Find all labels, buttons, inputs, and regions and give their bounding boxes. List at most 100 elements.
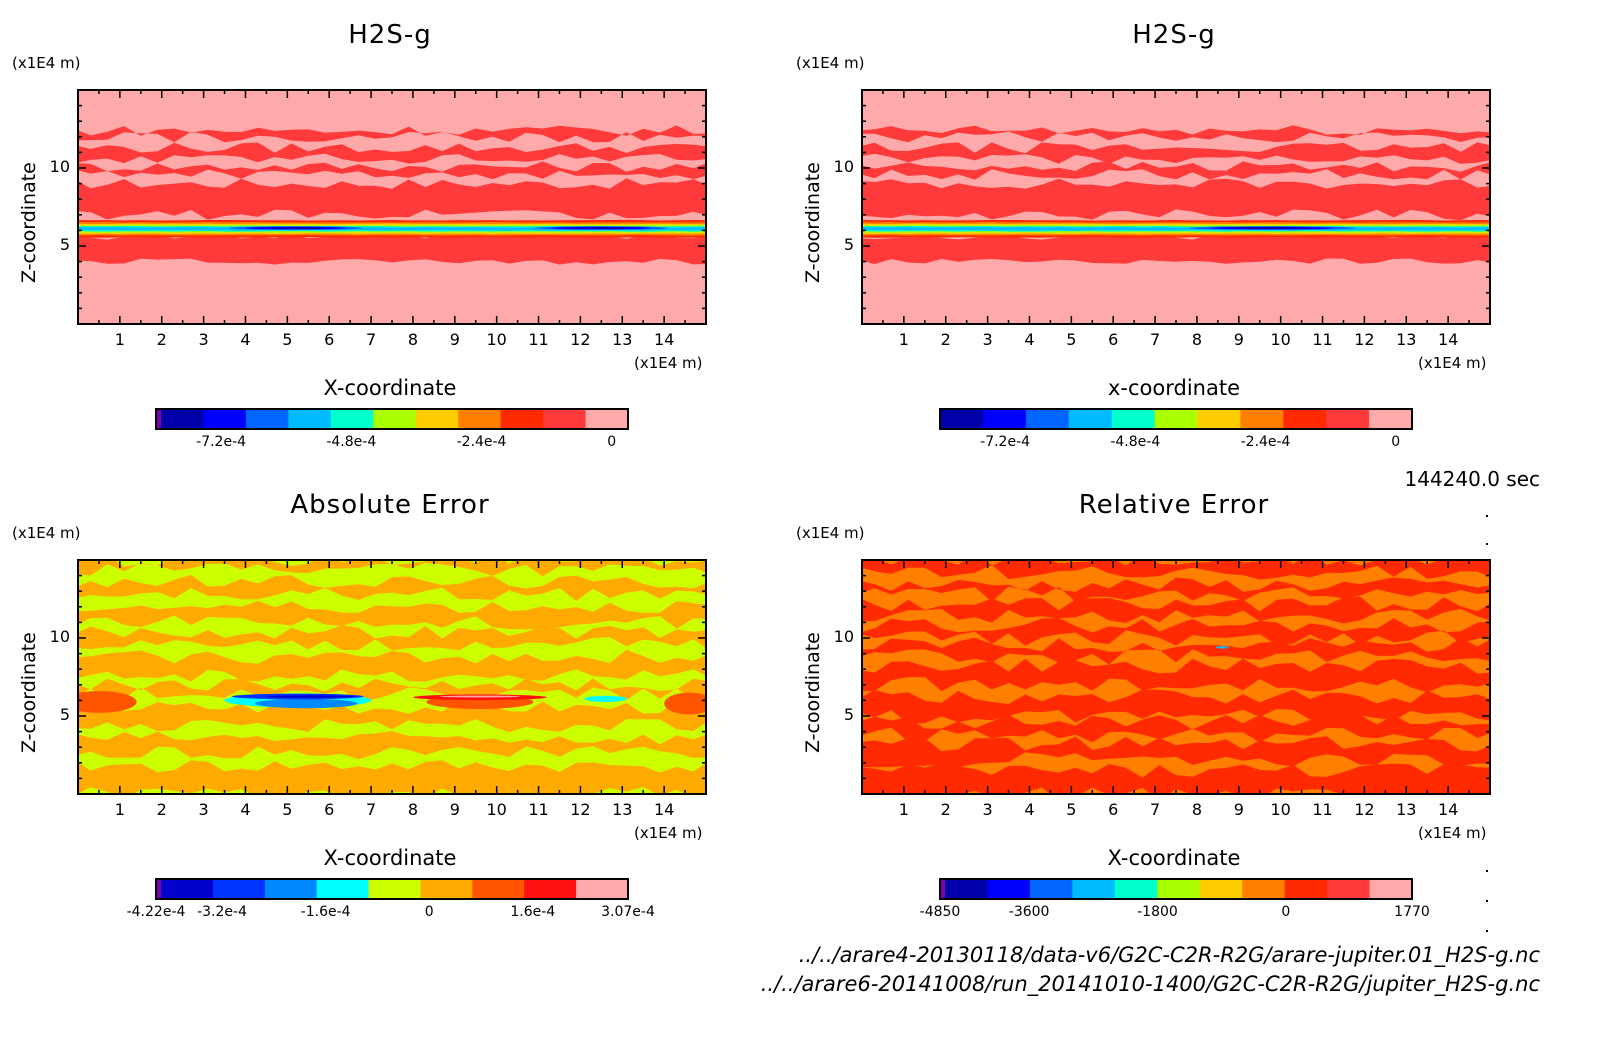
x-tick-label: 8 xyxy=(407,330,419,349)
x-tick-label: 3 xyxy=(198,330,209,349)
contour-band xyxy=(78,760,706,794)
colorbar-tick-label: -7.2e-4 xyxy=(196,434,247,450)
x-tick-label: 4 xyxy=(240,800,251,819)
x-tick-label: 4 xyxy=(1024,800,1035,819)
x-tick-label: 4 xyxy=(240,330,251,349)
y-unit-label: (x1E4 m) xyxy=(12,524,81,542)
x-tick-label: 7 xyxy=(1149,800,1161,819)
chart-title: Absolute Error xyxy=(290,490,490,520)
colorbar-tick-label: 0 xyxy=(1281,904,1291,920)
contour-band xyxy=(862,637,1490,665)
x-tick-label: 11 xyxy=(528,330,549,349)
colorbar-tick-label: -4.8e-4 xyxy=(326,434,377,450)
x-tick-label: 11 xyxy=(1312,330,1333,349)
contour-band xyxy=(862,658,1490,693)
x-axis-label: X-coordinate xyxy=(323,846,457,870)
contour-band xyxy=(862,618,1490,646)
contour-band xyxy=(78,700,706,733)
chart-title: H2S-g xyxy=(348,20,432,50)
contour-band xyxy=(862,227,1490,231)
x-tick-label: 7 xyxy=(365,800,377,819)
contour-band xyxy=(78,649,706,682)
marker-dot xyxy=(1486,900,1488,902)
x-tick-label: 2 xyxy=(156,330,167,349)
contour-band xyxy=(78,600,706,630)
panel-bottom-right: Relative Error (x1E4 m) (x1E4 m) Z-coordina… xyxy=(784,470,1564,940)
y-tick-label: 5 xyxy=(59,705,70,724)
x-tick-label: 4 xyxy=(1024,330,1035,349)
y-tick-label: 5 xyxy=(843,705,854,724)
colorbar-tick-label: -3.2e-4 xyxy=(197,904,247,920)
y-unit-label: (x1E4 m) xyxy=(12,54,81,72)
contour-field xyxy=(78,90,706,324)
x-tick-label: 3 xyxy=(982,800,993,819)
marker-dot xyxy=(1486,870,1488,872)
colorbar-tick-label: 1770 xyxy=(1394,904,1430,920)
chart-title: Relative Error xyxy=(1078,490,1270,520)
y-unit-label: (x1E4 m) xyxy=(796,54,865,72)
contour-field xyxy=(862,560,1490,794)
x-tick-label: 7 xyxy=(365,330,377,349)
x-tick-label: 5 xyxy=(282,330,293,349)
colorbar-tick-label: -4.8e-4 xyxy=(1110,434,1161,450)
x-tick-label: 10 xyxy=(1270,330,1291,349)
x-tick-label: 8 xyxy=(1191,330,1203,349)
contour-feature xyxy=(584,695,627,702)
contour-band xyxy=(78,125,706,143)
file-path-2: ../../arare6-20141008/run_20141010-1400/… xyxy=(760,972,1540,996)
x-unit-label: (x1E4 m) xyxy=(1418,354,1487,372)
contour-band xyxy=(78,678,706,701)
colorbar-tick-label: -1800 xyxy=(1137,904,1178,920)
contour-feature xyxy=(78,691,137,713)
contour-field xyxy=(862,90,1490,324)
y-tick-label: 5 xyxy=(843,235,854,254)
x-tick-label: 14 xyxy=(653,800,675,819)
plot-svg xyxy=(77,559,707,795)
x-tick-label: 10 xyxy=(1270,800,1291,819)
time-label: 144240.0 sec xyxy=(1404,467,1540,491)
y-tick-label: 10 xyxy=(833,157,854,176)
panel-bottom-left: Absolute Error (x1E4 m) (x1E4 m) Z-coordina… xyxy=(0,470,780,940)
contour-band xyxy=(862,596,1490,624)
x-tick-label: 8 xyxy=(407,800,419,819)
colorbar-tick-label: -1.6e-4 xyxy=(300,904,351,920)
contour-band xyxy=(862,689,1490,724)
y-tick-label: 10 xyxy=(49,627,70,646)
contour-band xyxy=(862,736,1490,768)
x-tick-label: 9 xyxy=(1233,800,1244,819)
x-tick-label: 2 xyxy=(156,800,167,819)
contour-band xyxy=(862,560,1490,580)
contour-minimum xyxy=(265,227,326,229)
x-tick-label: 9 xyxy=(449,330,460,349)
contour-band xyxy=(862,577,1490,602)
y-axis-label: Z-coordinate xyxy=(18,162,40,283)
contour-minimum xyxy=(1234,227,1310,229)
colorbar-tick-label: 0 xyxy=(1391,434,1401,450)
x-tick-label: 13 xyxy=(612,800,633,819)
contour-band xyxy=(862,233,1490,265)
file-path-1: ../../arare4-20130118/data-v6/G2C-C2R-R2… xyxy=(798,943,1540,967)
x-tick-label: 10 xyxy=(486,330,507,349)
plot-svg xyxy=(77,89,707,325)
chart-title: H2S-g xyxy=(1132,20,1216,50)
contour-band xyxy=(78,161,706,180)
x-tick-label: 6 xyxy=(324,800,335,819)
marker-dot xyxy=(1486,543,1488,545)
x-tick-label: 13 xyxy=(612,330,633,349)
x-tick-label: 9 xyxy=(1233,330,1244,349)
x-tick-label: 13 xyxy=(1396,330,1417,349)
x-tick-label: 13 xyxy=(1396,800,1417,819)
y-tick-label: 10 xyxy=(49,157,70,176)
x-axis-label: X-coordinate xyxy=(323,376,457,400)
contour-band xyxy=(78,233,706,265)
contour-feature xyxy=(1215,646,1229,649)
colorbar-tick-label: -2.4e-4 xyxy=(1240,434,1291,450)
x-tick-label: 6 xyxy=(1108,800,1119,819)
x-tick-label: 1 xyxy=(114,330,125,349)
y-axis-label: Z-coordinate xyxy=(18,632,40,753)
x-tick-label: 12 xyxy=(1354,330,1375,349)
contour-feature xyxy=(664,692,706,715)
x-tick-label: 1 xyxy=(898,800,909,819)
x-tick-label: 12 xyxy=(570,330,591,349)
x-tick-label: 12 xyxy=(570,800,591,819)
